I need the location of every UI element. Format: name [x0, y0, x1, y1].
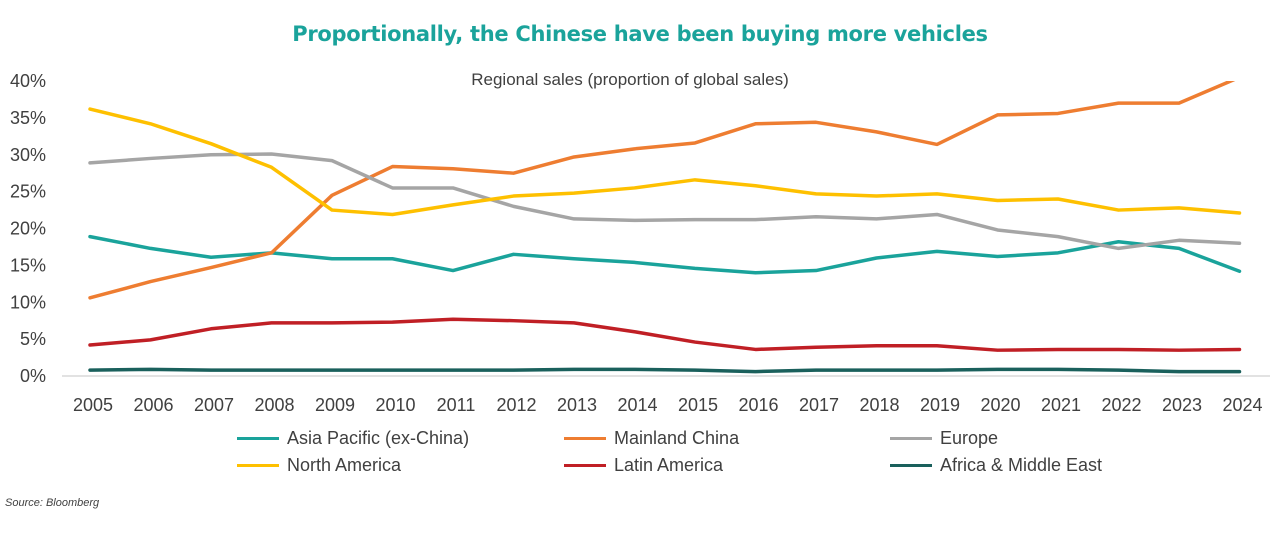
legend-label: Africa & Middle East	[940, 455, 1103, 475]
chart-title: Proportionally, the Chinese have been bu…	[292, 22, 988, 46]
legend-swatch	[890, 437, 932, 440]
legend-label: Asia Pacific (ex-China)	[287, 428, 470, 448]
y-tick-label: 5%	[20, 329, 46, 349]
y-tick-label: 0%	[20, 366, 46, 386]
x-tick-label: 2018	[859, 395, 899, 415]
x-tick-label: 2013	[557, 395, 597, 415]
chart-legend: Asia Pacific (ex-China) Mainland China Eur…	[0, 428, 1280, 484]
legend-item: North America	[237, 455, 401, 476]
y-tick-label: 15%	[10, 255, 46, 275]
y-axis: 0% 5% 10% 15% 20% 25% 30% 35% 40%	[10, 71, 46, 386]
legend-label: Europe	[940, 428, 999, 448]
legend-label: Latin America	[614, 455, 724, 475]
legend-label: Mainland China	[614, 428, 740, 448]
x-tick-label: 2020	[980, 395, 1020, 415]
y-tick-label: 20%	[10, 219, 46, 239]
source-note: Source: Bloomberg	[5, 497, 100, 509]
x-tick-label: 2009	[315, 395, 355, 415]
legend-swatch	[564, 437, 606, 440]
x-tick-label: 2014	[617, 395, 657, 415]
y-tick-label: 40%	[10, 71, 46, 91]
series-lines	[88, 81, 1242, 374]
legend-item: Africa & Middle East	[890, 455, 1102, 476]
series-line	[88, 317, 1242, 352]
series-line	[88, 234, 1242, 275]
x-tick-label: 2017	[799, 395, 839, 415]
x-tick-label: 2011	[437, 395, 476, 415]
x-tick-label: 2012	[496, 395, 536, 415]
x-tick-label: 2006	[133, 395, 173, 415]
series-line	[88, 81, 1236, 300]
legend-swatch	[237, 437, 279, 440]
series-line	[88, 107, 1242, 217]
legend-swatch	[237, 464, 279, 467]
x-tick-label: 2015	[678, 395, 718, 415]
x-axis: 2005 2006 2007 2008 2009 2010 2011 2012 2013 2014…	[62, 375, 1270, 415]
legend-item: Europe	[890, 428, 998, 449]
x-tick-label: 2024	[1222, 395, 1262, 415]
legend-label: North America	[287, 455, 402, 475]
series-line	[88, 367, 1242, 374]
x-tick-label: 2005	[73, 395, 113, 415]
x-tick-label: 2022	[1101, 395, 1141, 415]
x-tick-label: 2019	[920, 395, 960, 415]
x-tick-label: 2007	[194, 395, 234, 415]
legend-item: Latin America	[564, 455, 723, 476]
x-tick-label: 2016	[738, 395, 778, 415]
x-tick-label: 2008	[254, 395, 294, 415]
y-tick-label: 30%	[10, 145, 46, 165]
x-tick-label: 2021	[1041, 395, 1081, 415]
y-tick-label: 35%	[10, 108, 46, 128]
y-tick-label: 25%	[10, 182, 46, 202]
legend-swatch	[564, 464, 606, 467]
legend-item: Asia Pacific (ex-China)	[237, 428, 469, 449]
x-tick-label: 2023	[1162, 395, 1202, 415]
legend-item: Mainland China	[564, 428, 739, 449]
series-line	[88, 152, 1242, 251]
legend-swatch	[890, 464, 932, 467]
x-tick-label: 2010	[375, 395, 415, 415]
y-tick-label: 10%	[10, 292, 46, 312]
chart-subtitle: Regional sales (proportion of global sal…	[471, 70, 789, 89]
